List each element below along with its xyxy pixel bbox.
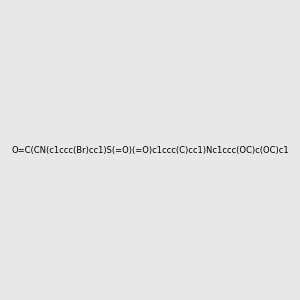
Text: O=C(CN(c1ccc(Br)cc1)S(=O)(=O)c1ccc(C)cc1)Nc1ccc(OC)c(OC)c1: O=C(CN(c1ccc(Br)cc1)S(=O)(=O)c1ccc(C)cc1… bbox=[11, 146, 289, 154]
